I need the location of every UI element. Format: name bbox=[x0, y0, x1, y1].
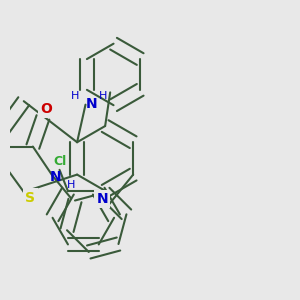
Text: S: S bbox=[26, 190, 35, 205]
Text: S: S bbox=[26, 190, 35, 205]
Text: O: O bbox=[40, 102, 52, 116]
Text: H: H bbox=[99, 91, 108, 101]
Text: H: H bbox=[67, 180, 75, 190]
Text: N: N bbox=[97, 192, 108, 206]
Text: O: O bbox=[40, 102, 52, 116]
Text: N: N bbox=[50, 170, 62, 184]
Text: H: H bbox=[71, 91, 80, 101]
Text: N: N bbox=[97, 192, 108, 206]
Text: Cl: Cl bbox=[53, 155, 66, 169]
Text: N: N bbox=[85, 97, 97, 111]
